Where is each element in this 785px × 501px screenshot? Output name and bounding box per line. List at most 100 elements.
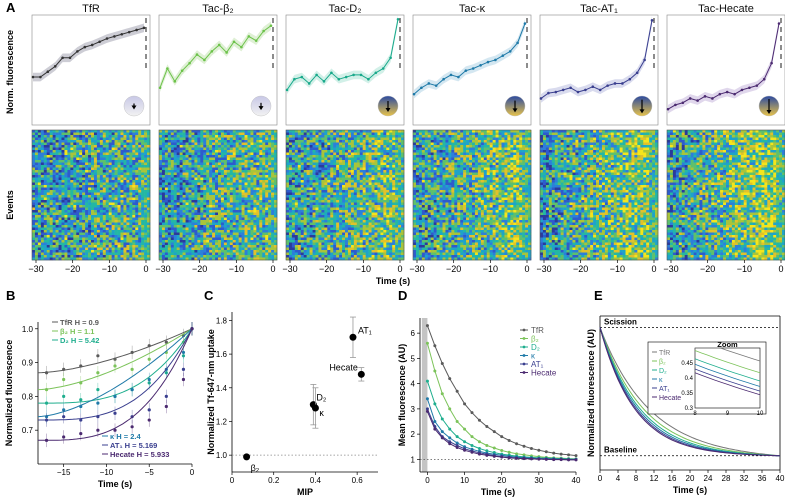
- trace-point: [359, 73, 363, 77]
- trace-point: [442, 77, 445, 81]
- trace-point: [733, 92, 736, 96]
- trace-point: [748, 86, 751, 90]
- data-point: [147, 377, 151, 382]
- data-point: [492, 446, 496, 450]
- data-point: [477, 418, 481, 422]
- trace-line: [413, 23, 526, 95]
- panel-letter-e: E: [594, 288, 603, 303]
- x-tick-label: 0: [598, 474, 603, 483]
- data-point: [567, 458, 571, 462]
- panel-letter-d: D: [398, 288, 407, 303]
- data-point: [455, 446, 459, 450]
- trace-point: [718, 92, 722, 96]
- trace-point: [240, 45, 243, 49]
- series-3: [425, 379, 578, 461]
- data-point: [507, 438, 511, 442]
- trace-error-band: [541, 16, 652, 103]
- data-point: [130, 388, 134, 392]
- legend-entry: D₂: [531, 343, 540, 352]
- heatmap-xtick-label: −10: [356, 264, 371, 274]
- legend-entry: β₂ H = 1.1: [60, 327, 94, 336]
- legend-entry: D₂: [659, 368, 667, 375]
- point-label: D₂: [316, 393, 326, 403]
- panel-letter-a: A: [6, 0, 16, 15]
- trace-point: [142, 26, 146, 30]
- legend-marker: [522, 354, 526, 357]
- heatmap-xtick-label: −30: [409, 264, 424, 274]
- heatmap-xtick-label: −20: [319, 264, 334, 274]
- data-point: [79, 418, 83, 422]
- data-point: [349, 333, 357, 341]
- data-point: [79, 404, 83, 409]
- legend-entry: κ H = 2.4: [110, 432, 141, 441]
- inset-x-tick-label: 10: [757, 411, 764, 417]
- trace-point: [269, 24, 273, 28]
- data-point: [567, 453, 571, 457]
- legend-entry: Hecate H = 5.933: [110, 450, 169, 459]
- data-point: [500, 455, 504, 459]
- data-point: [507, 456, 511, 460]
- data-point: [515, 442, 519, 446]
- trace-point: [561, 88, 565, 92]
- event-heatmap: [159, 130, 278, 261]
- data-point: [113, 394, 117, 398]
- legend-entry: β₂: [531, 335, 539, 344]
- trace-point: [613, 82, 617, 85]
- trace-title: Tac-D₂: [329, 3, 362, 15]
- data-point: [544, 457, 548, 461]
- x-tick-label: 20: [686, 474, 695, 483]
- trace-title: Tac-AT₁: [580, 3, 618, 15]
- data-point: [559, 452, 563, 456]
- data-point: [130, 350, 134, 355]
- panel-letter-c: C: [204, 288, 214, 303]
- shaded-region: [421, 318, 428, 472]
- data-point: [448, 436, 452, 440]
- arrow-head-icon: [512, 108, 518, 113]
- data-point: [164, 340, 168, 344]
- data-point: [485, 449, 489, 453]
- legend-entry: κ: [659, 377, 663, 384]
- trace-point: [315, 73, 318, 77]
- trace-point: [740, 88, 744, 92]
- point-label: κ: [319, 408, 324, 418]
- trace-panel-2: Tac-β₂ −30 −20 −10 0: [155, 3, 278, 274]
- trace-line: [33, 27, 145, 78]
- event-heatmap: [413, 130, 532, 261]
- heatmap-xtick-label: −10: [483, 264, 498, 274]
- data-point: [62, 394, 66, 398]
- trace-point: [217, 43, 221, 47]
- trace-line: [286, 19, 399, 91]
- x-tick-label: −5: [145, 468, 155, 477]
- y-tick-label: 1.2: [216, 417, 228, 426]
- trace-error-band: [33, 23, 144, 82]
- legend-marker: [522, 337, 526, 340]
- trace-point: [457, 75, 460, 79]
- x-tick-label: −15: [57, 468, 71, 477]
- trace-point: [254, 39, 258, 42]
- trace-point: [195, 53, 199, 56]
- x-tick-label: 0.2: [268, 476, 280, 485]
- inset-title: Zoom: [717, 340, 738, 349]
- x-tick-label: 28: [722, 474, 731, 483]
- trace-point: [643, 58, 646, 62]
- x-tick-label: 0: [230, 476, 235, 485]
- x-tick-label: 24: [704, 474, 713, 483]
- data-point: [463, 427, 467, 431]
- data-point: [113, 364, 117, 368]
- heatmap-xtick-label: 0: [778, 264, 783, 274]
- trace-point: [576, 90, 580, 94]
- data-point: [440, 417, 444, 421]
- series-1: [425, 324, 578, 458]
- heatmap-xtick-label: −20: [192, 264, 207, 274]
- y-tick-label: 1.6: [216, 350, 228, 359]
- heatmap-xtick-label: −10: [102, 264, 117, 274]
- trace-point: [322, 80, 326, 83]
- data-point: [470, 443, 474, 447]
- heatmap-xtick-label: 0: [651, 264, 656, 274]
- trace-point: [285, 88, 289, 92]
- data-point: [181, 350, 186, 355]
- x-tick-label: 30: [534, 476, 543, 485]
- data-point: [529, 457, 533, 461]
- y-tick-label: 1.8: [216, 316, 228, 325]
- trace-point: [508, 50, 512, 53]
